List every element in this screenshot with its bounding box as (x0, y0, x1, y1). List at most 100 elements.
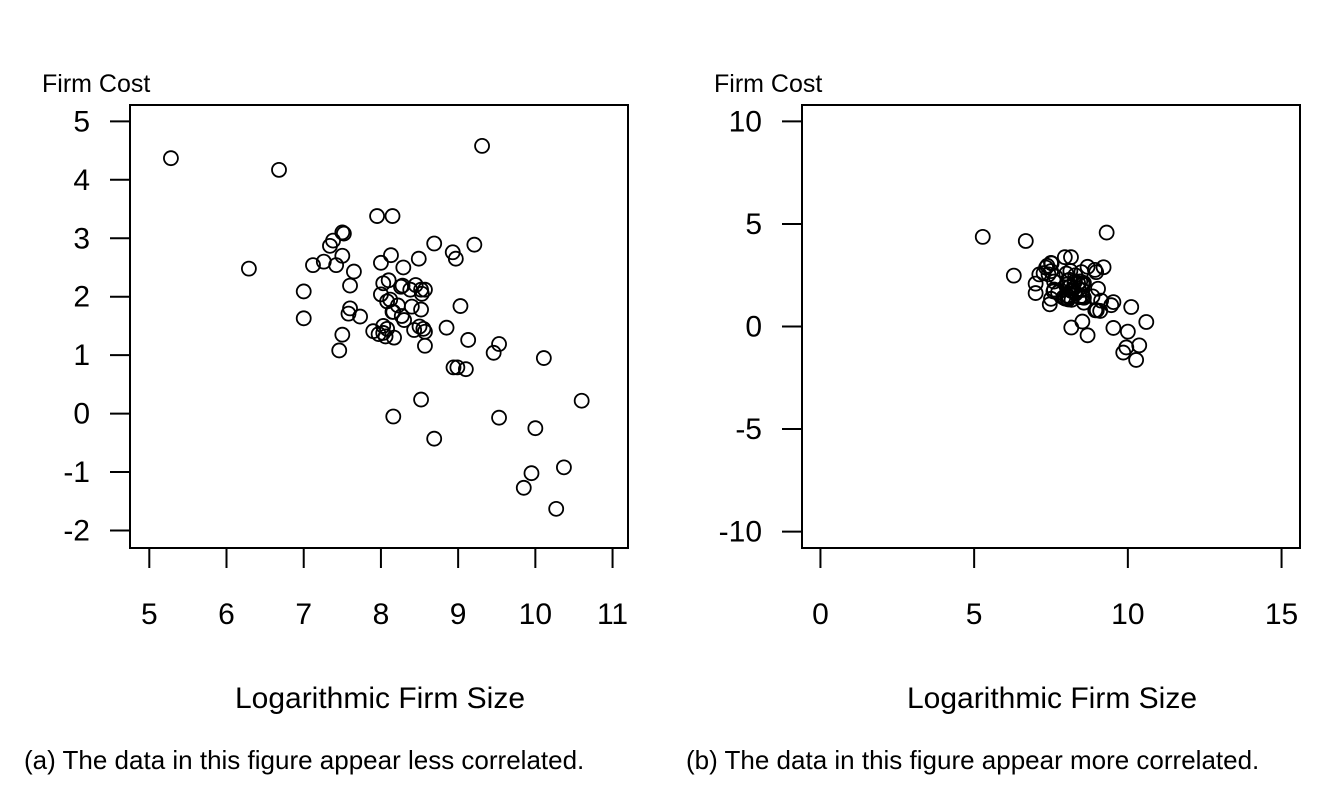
data-point (403, 298, 420, 315)
data-point (352, 308, 368, 325)
data-point (1105, 320, 1122, 336)
data-point (369, 208, 385, 224)
y-tick-label: 10 (729, 105, 762, 138)
y-tick-label: 3 (73, 222, 90, 255)
data-point (1056, 249, 1073, 266)
x-tick-label: 15 (1265, 598, 1298, 631)
data-point (377, 328, 394, 345)
data-point (1005, 267, 1022, 284)
data-point (407, 277, 424, 293)
data-point (1027, 275, 1044, 292)
data-point (346, 263, 362, 280)
x-tick-label: 8 (373, 598, 390, 631)
data-point (515, 479, 532, 496)
data-point (334, 247, 351, 264)
data-point (1138, 314, 1155, 330)
data-point (413, 391, 429, 408)
data-point (417, 337, 433, 354)
caption-b: (b) The data in this figure appear more … (686, 745, 1260, 775)
panel-a-scatter-plot: -2 -1 0 1 2 3 4 5 Firm Cost 5 6 7 8 9 10 11 Logarithmic … (42, 70, 629, 715)
data-point (1098, 224, 1115, 241)
data-point (241, 260, 257, 277)
plot-frame (129, 104, 629, 549)
data-point (340, 305, 357, 322)
x-tick-label: 6 (218, 598, 235, 631)
x-axis-label: Logarithmic Firm Size (907, 682, 1197, 715)
y-tick-label: 2 (73, 281, 90, 314)
data-point (395, 259, 412, 276)
data-point (460, 332, 477, 348)
data-point (1119, 323, 1136, 340)
x-tick-label: 9 (450, 598, 467, 631)
caption-a: (a) The data in this figure appear less … (24, 745, 585, 775)
data-point (1115, 344, 1132, 361)
data-point (1043, 263, 1059, 280)
data-point (331, 342, 348, 359)
y-tick-label: 5 (745, 208, 762, 241)
x-tick-label: 11 (597, 598, 628, 631)
y-axis: -2 -1 0 1 2 3 4 5 Firm Cost (42, 70, 150, 547)
data-point (535, 350, 552, 366)
x-tick-label: 0 (812, 598, 829, 631)
y-tick-label: 0 (745, 311, 762, 344)
data-point (548, 500, 565, 517)
data-point (491, 409, 507, 426)
data-point (380, 272, 397, 289)
y-tick-label: 1 (73, 339, 90, 372)
data-point (573, 392, 590, 409)
panel-b-scatter-plot: -10 -5 0 5 10 Firm Cost 0 5 10 15 Logarithmic Firm… (714, 70, 1301, 715)
data-point (1027, 285, 1044, 301)
data-point (1063, 319, 1080, 336)
data-point (1103, 297, 1120, 314)
data-point (417, 281, 433, 298)
x-axis: 0 5 10 15 Logarithmic Firm Size (812, 548, 1298, 715)
data-point (438, 319, 455, 336)
y-tick-label: -5 (735, 413, 762, 446)
data-point (384, 208, 401, 224)
data-point (334, 326, 351, 343)
data-point (413, 301, 429, 318)
y-tick-label: -10 (719, 516, 762, 549)
data-points (974, 224, 1155, 368)
data-point (491, 336, 507, 352)
data-point (1062, 278, 1078, 295)
data-point (1041, 296, 1058, 313)
data-point (556, 459, 572, 476)
x-tick-label: 7 (295, 598, 312, 631)
data-point (452, 298, 469, 314)
data-point (426, 430, 443, 447)
data-point (457, 361, 474, 378)
data-points (163, 138, 590, 517)
x-tick-label: 10 (519, 598, 552, 631)
data-point (523, 465, 540, 482)
data-point (1072, 273, 1089, 290)
y-tick-label: 0 (73, 398, 90, 431)
data-point (396, 312, 412, 328)
x-tick-label: 5 (141, 598, 158, 631)
data-point (325, 232, 341, 249)
data-point (1118, 339, 1135, 356)
data-point (373, 254, 389, 271)
x-tick-label: 5 (966, 598, 983, 631)
data-point (342, 277, 358, 294)
data-point (1079, 327, 1096, 344)
y-axis-label: Firm Cost (42, 70, 150, 98)
data-point (974, 228, 991, 245)
data-point (383, 247, 399, 264)
y-tick-label: 5 (73, 105, 90, 138)
data-point (271, 161, 287, 178)
data-point (449, 359, 466, 376)
data-point (386, 329, 402, 346)
data-point (295, 283, 312, 300)
plot-frame (801, 104, 1301, 549)
data-point (1123, 299, 1140, 315)
x-axis-label: Logarithmic Firm Size (235, 682, 525, 715)
y-tick-label: -2 (63, 514, 90, 547)
y-tick-label: 4 (73, 164, 90, 197)
data-point (1075, 289, 1092, 306)
y-axis-label: Firm Cost (714, 70, 822, 98)
data-point (1105, 294, 1122, 310)
data-point (445, 359, 462, 376)
data-point (466, 236, 483, 253)
